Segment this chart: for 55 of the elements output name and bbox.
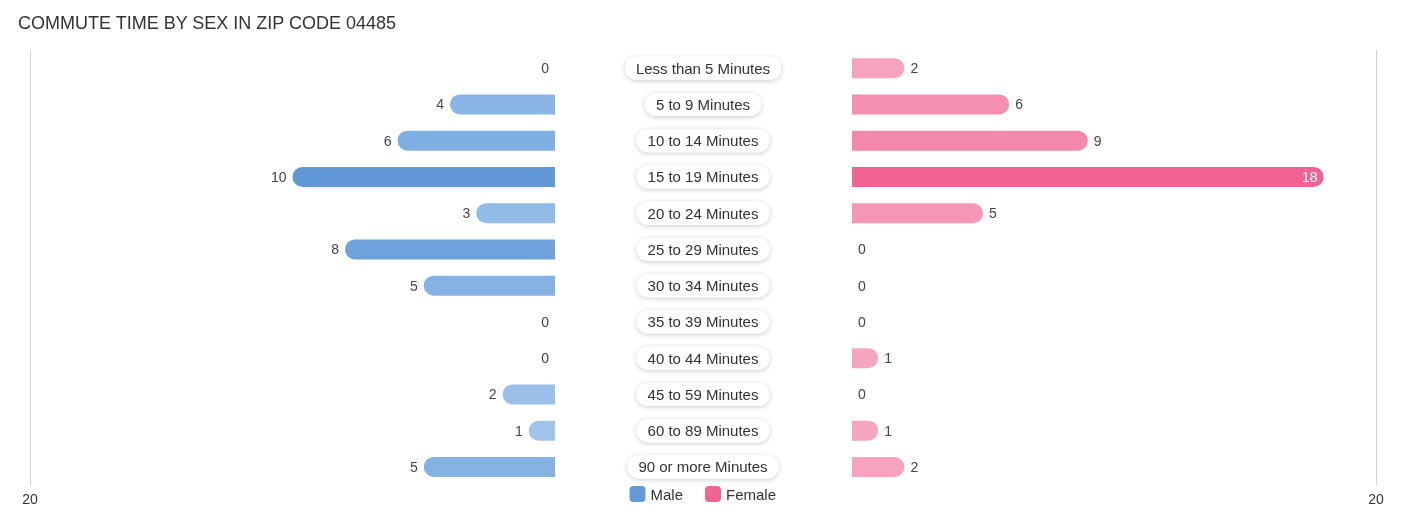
bar xyxy=(852,130,1088,151)
y-tick-label: 5 to 9 Minutes xyxy=(655,95,751,113)
y-tick-label: 20 to 24 Minutes xyxy=(647,204,759,222)
data-label: 9 xyxy=(1093,132,1102,149)
data-label: 10 xyxy=(270,168,287,185)
data-label: 18 xyxy=(1302,168,1318,185)
data-label: 8 xyxy=(331,241,340,258)
bar xyxy=(397,130,555,151)
data-label: 0 xyxy=(858,313,866,330)
data-label: 6 xyxy=(383,132,392,149)
data-label: 2 xyxy=(488,386,497,403)
y-tick-label: 25 to 29 Minutes xyxy=(647,240,759,258)
data-label: 0 xyxy=(858,277,866,294)
data-label: 3 xyxy=(462,205,471,222)
bar xyxy=(852,166,1324,187)
data-label: 0 xyxy=(858,241,866,258)
bar xyxy=(502,384,555,405)
data-label: 0 xyxy=(541,350,550,367)
data-label: 4 xyxy=(436,96,445,113)
y-tick-label: 90 or more Minutes xyxy=(638,458,768,476)
data-label: 5 xyxy=(989,205,997,222)
bar xyxy=(852,203,983,224)
y-tick-label: 40 to 44 Minutes xyxy=(647,349,759,367)
bar xyxy=(476,203,555,224)
y-tick-label: Less than 5 Minutes xyxy=(635,59,771,77)
data-label: 1 xyxy=(884,422,893,439)
chart-title: COMMUTE TIME BY SEX IN ZIP CODE 04485 xyxy=(18,13,397,33)
y-tick-label: 30 to 34 Minutes xyxy=(647,277,759,295)
x-tick-label: 20 xyxy=(1368,491,1384,507)
data-label: 0 xyxy=(541,313,550,330)
y-tick-label: 45 to 59 Minutes xyxy=(647,385,759,403)
bar xyxy=(292,166,555,187)
data-label: 1 xyxy=(514,422,523,439)
bar xyxy=(345,239,555,260)
y-tick-label: 60 to 89 Minutes xyxy=(647,422,759,440)
data-label: 0 xyxy=(858,386,866,403)
y-tick-label: 10 to 14 Minutes xyxy=(647,132,759,150)
x-tick-label: 20 xyxy=(22,491,38,507)
bar xyxy=(423,275,555,296)
data-label: 0 xyxy=(541,60,550,77)
legend-label: Female xyxy=(726,485,777,503)
bar xyxy=(423,456,555,477)
bar xyxy=(852,58,905,79)
data-label: 5 xyxy=(409,277,418,294)
y-tick-label: 15 to 19 Minutes xyxy=(647,168,759,186)
bar xyxy=(852,94,1010,115)
y-tick-label: 35 to 39 Minutes xyxy=(647,313,759,331)
data-label: 2 xyxy=(910,458,919,475)
legend-label: Male xyxy=(650,485,683,503)
data-label: 2 xyxy=(910,60,919,77)
bar xyxy=(852,456,905,477)
data-label: 1 xyxy=(884,350,893,367)
data-label: 6 xyxy=(1015,96,1024,113)
data-label: 5 xyxy=(409,458,418,475)
bar xyxy=(450,94,555,115)
